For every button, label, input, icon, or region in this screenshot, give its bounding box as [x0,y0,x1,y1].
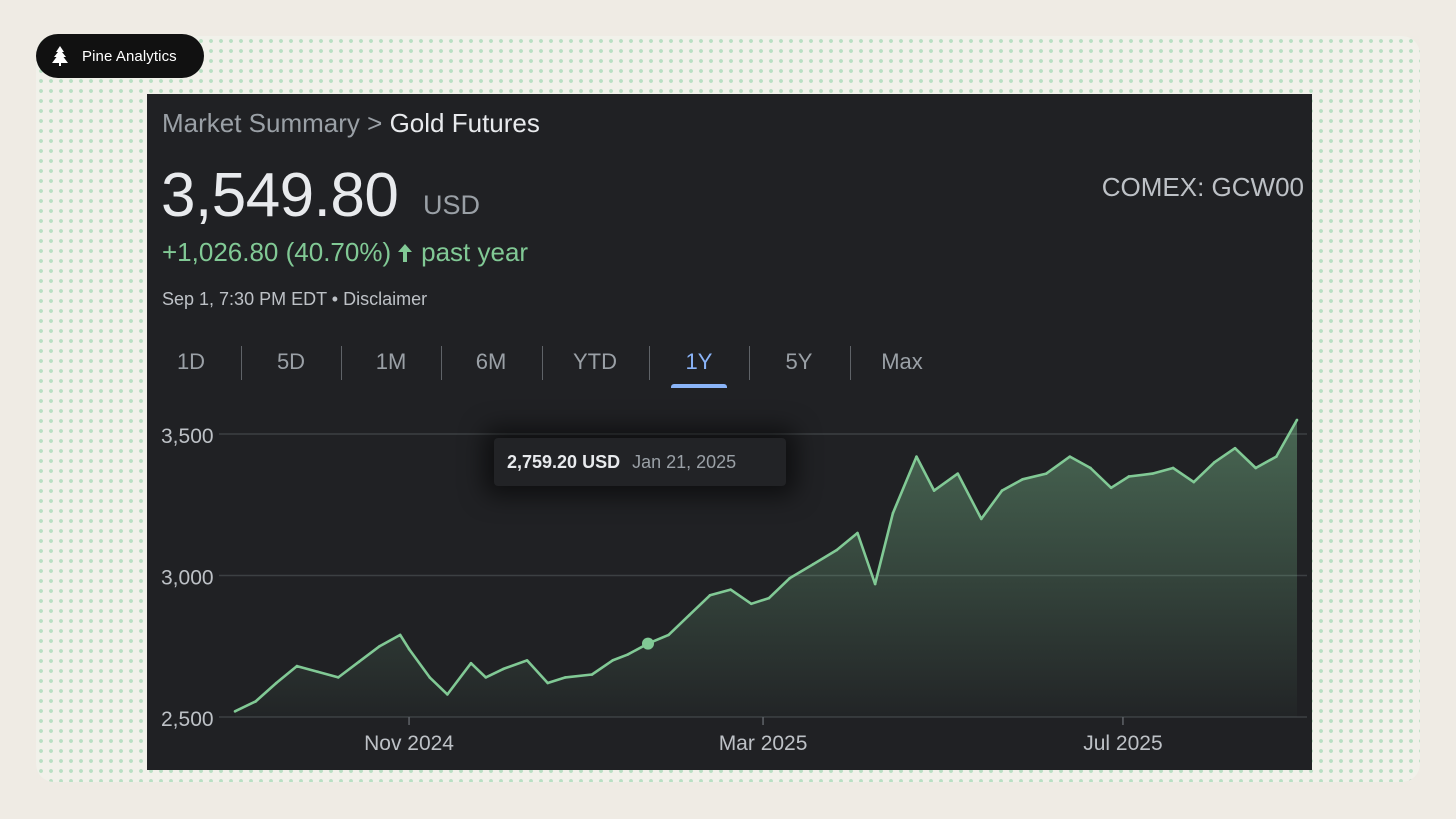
data-point [254,700,257,703]
data-point [1213,461,1216,464]
data-point [811,562,815,566]
tab-1y[interactable]: 1Y [671,340,727,388]
data-point [1275,455,1278,458]
data-point [708,594,712,597]
data-point [469,661,473,665]
data-point [1000,489,1004,492]
brand-name: Pine Analytics [82,47,177,65]
tab-1m[interactable]: 1M [375,349,407,374]
data-point [626,653,629,657]
tab-5y[interactable]: 5Y [785,349,813,374]
x-tick-label: Jul 2025 [1083,732,1162,755]
data-point [611,659,614,662]
highlight-point [642,637,654,650]
x-tick-label: Nov 2024 [364,732,454,755]
data-point [1233,446,1237,450]
data-point [590,673,594,676]
chart-tooltip: 2,759.20 USD Jan 21, 2025 [494,438,786,486]
data-point [398,633,402,637]
data-point [932,489,936,492]
data-point [1295,418,1299,422]
data-point [336,676,340,679]
data-point [915,455,918,458]
data-point [667,633,670,637]
tab-ytd[interactable]: YTD [573,349,617,374]
data-point [835,548,839,552]
data-point [729,588,732,591]
data-point [956,472,960,475]
data-point [502,667,505,671]
x-tick-label: Mar 2025 [719,732,808,755]
change-period: past year [421,237,529,267]
data-point [1068,455,1072,458]
range-tabs: 1D 5D 1M 6M YTD 1Y 5Y Max [147,340,947,390]
breadcrumb-current: Gold Futures [389,108,540,138]
data-point [357,660,361,664]
data-point [378,644,381,648]
data-point [1021,477,1024,481]
data-point [428,676,432,679]
data-point [564,676,567,679]
tab-separator [441,346,442,380]
data-point [1254,466,1257,470]
disclaimer-link[interactable]: Disclaimer [343,289,428,309]
tooltip-date: Jan 21, 2025 [632,451,737,472]
data-point [891,511,895,515]
data-point [1171,466,1175,470]
data-point [1044,472,1048,475]
tab-5d[interactable]: 5D [276,349,306,374]
tab-separator [749,346,750,380]
tab-6m[interactable]: 6M [475,349,507,374]
data-point [316,670,319,674]
data-point [788,577,791,580]
data-point [233,710,237,713]
tab-separator [341,346,342,380]
y-tick-label: 2,500 [161,708,214,731]
data-point [407,647,411,651]
tab-separator [241,346,242,380]
data-point [1089,466,1092,470]
breadcrumb: Market Summary > Gold Futures [162,108,540,139]
arrow-up-icon [398,243,413,262]
quote-timestamp: Sep 1, 7:30 PM EDT [162,289,327,309]
data-point [525,659,529,662]
price-chart[interactable]: 3,500 3,000 2,500 Nov 2024 Mar 2025 Jul 2025 [147,94,1312,770]
ticker-symbol: COMEX: GCW00 [1101,172,1304,202]
tab-separator [649,346,650,380]
disclaimer-separator: • [331,289,339,309]
data-point [484,676,488,679]
data-point [873,582,877,586]
data-point [446,693,449,696]
price-currency: USD [423,190,481,220]
pine-tree-icon [52,46,68,66]
y-tick-label: 3,000 [161,567,214,590]
data-point [688,613,691,617]
data-point [767,596,771,600]
price-area [235,419,1297,717]
breadcrumb-parent[interactable]: Market Summary [162,108,360,138]
data-point [1127,475,1131,478]
tab-max[interactable]: Max [881,349,923,374]
tab-separator [850,346,851,380]
change-amount: +1,026.80 (40.70%) [162,237,392,267]
tooltip-value: 2,759.20 USD [507,451,621,472]
quote-timestamp-row: Sep 1, 7:30 PM EDT • Disclaimer [162,289,427,310]
data-point [546,681,549,685]
market-summary-panel: Market Summary > Gold Futures 3,549.80 U… [147,94,1312,770]
tab-separator [542,346,543,380]
data-point [1109,486,1113,490]
y-tick-label: 3,500 [161,425,214,448]
data-point [275,681,278,685]
data-point [295,664,299,668]
tab-1d[interactable]: 1D [176,349,206,374]
brand-badge: Pine Analytics [36,34,204,78]
data-point [1151,472,1154,475]
data-point [1192,480,1196,484]
data-point [749,602,753,606]
data-point [856,531,859,535]
price-change: +1,026.80 (40.70%) past year [162,237,528,268]
price-value: 3,549.80 [161,161,399,230]
data-point [980,517,983,521]
breadcrumb-separator: > [367,108,383,138]
